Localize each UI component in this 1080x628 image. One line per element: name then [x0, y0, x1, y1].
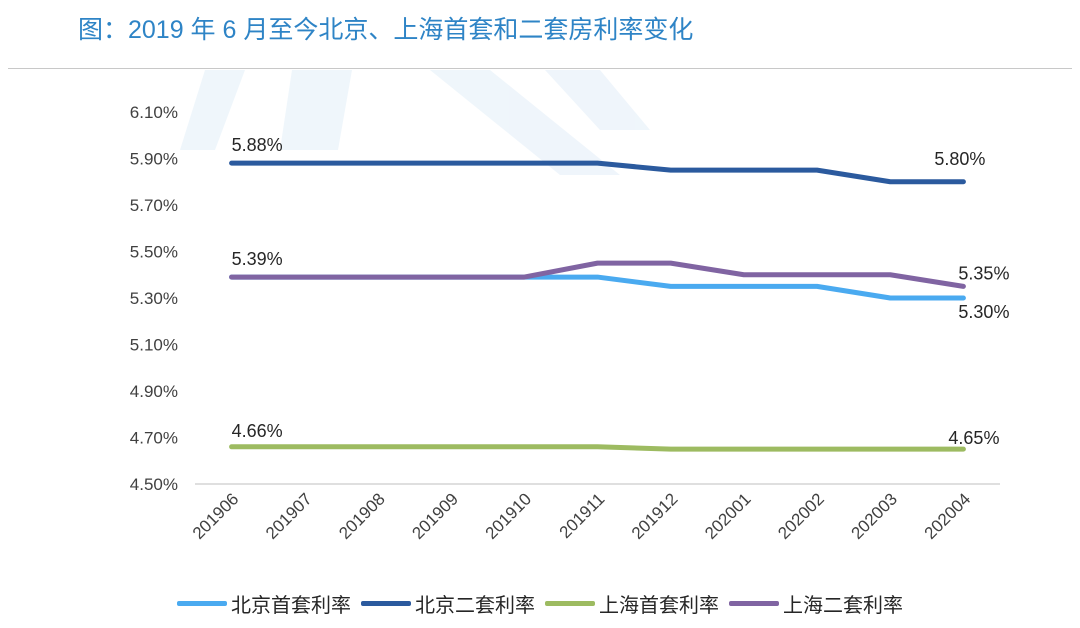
data-label: 4.65%: [948, 428, 999, 448]
y-tick-label: 4.90%: [130, 382, 178, 401]
x-tick-label: 202003: [848, 489, 902, 543]
data-label: 5.30%: [958, 302, 1009, 322]
series-line-2: [229, 444, 966, 452]
line-chart: 6.10% 5.90% 5.70% 5.50% 5.30% 5.10% 4.90% 4.70%…: [130, 70, 1010, 543]
legend-item: 上海二套利率: [729, 589, 903, 618]
legend-item: 北京首套利率: [177, 589, 351, 618]
watermark-shape: [280, 70, 352, 150]
y-tick-label: 5.30%: [130, 289, 178, 308]
legend-label: 上海二套利率: [783, 594, 903, 617]
legend-label: 北京二套利率: [415, 594, 535, 617]
x-tick-label: 201908: [335, 489, 389, 543]
series-line-0: [229, 274, 966, 301]
legend-swatch: [729, 600, 779, 606]
data-label: 4.66%: [232, 421, 283, 441]
y-tick-label: 6.10%: [130, 103, 178, 122]
x-tick-label: 201906: [189, 489, 243, 543]
data-label: 5.35%: [958, 263, 1009, 283]
title-divider: [8, 68, 1072, 69]
y-axis: 6.10% 5.90% 5.70% 5.50% 5.30% 5.10% 4.90% 4.70%…: [130, 103, 178, 494]
watermark-shape: [180, 70, 245, 150]
data-label: 5.88%: [232, 135, 283, 155]
legend-swatch: [361, 600, 411, 606]
x-tick-label: 202002: [774, 489, 828, 543]
watermark-shape: [545, 70, 650, 130]
x-tick-label: 201907: [262, 489, 316, 543]
watermark: [180, 70, 650, 175]
legend-item: 上海首套利率: [545, 589, 719, 618]
y-tick-label: 5.10%: [130, 336, 178, 355]
y-tick-label: 4.50%: [130, 475, 178, 494]
x-tick-label: 202004: [921, 489, 975, 543]
y-tick-label: 5.50%: [130, 243, 178, 262]
page-title: 图：2019 年 6 月至今北京、上海首套和二套房利率变化: [78, 16, 694, 44]
series-layer: [229, 160, 966, 452]
chart-legend: 北京首套利率 北京二套利率 上海首套利率 上海二套利率: [0, 586, 1080, 620]
y-tick-label: 5.70%: [130, 196, 178, 215]
x-axis: 201906 201907 201908 201909 201910 201911 2019…: [189, 489, 974, 543]
x-tick-label: 201911: [556, 489, 609, 542]
x-tick-label: 201912: [628, 489, 682, 543]
data-label: 5.39%: [232, 249, 283, 269]
data-labels: 5.88% 5.80% 5.39% 5.35% 5.30% 4.66% 4.65%: [232, 135, 1010, 448]
legend-swatch: [545, 600, 595, 606]
y-tick-label: 4.70%: [130, 429, 178, 448]
x-tick-label: 201910: [482, 489, 536, 543]
series-line-3: [229, 260, 966, 289]
x-tick-label: 201909: [408, 489, 462, 543]
y-tick-label: 5.90%: [130, 150, 178, 169]
legend-item: 北京二套利率: [361, 589, 535, 618]
legend-label: 上海首套利率: [599, 594, 719, 617]
legend-label: 北京首套利率: [231, 594, 351, 617]
x-tick-label: 202001: [701, 489, 755, 543]
data-label: 5.80%: [934, 149, 985, 169]
legend-swatch: [177, 600, 227, 606]
watermark-shape: [430, 70, 620, 175]
series-line-1: [229, 160, 966, 185]
